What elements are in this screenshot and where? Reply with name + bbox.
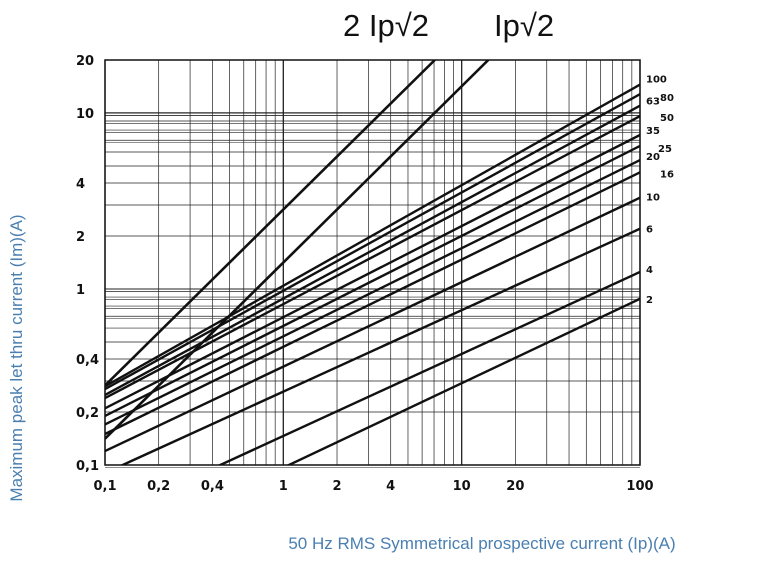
series-line-20	[105, 159, 640, 426]
y-axis-label: Maximum peak let thru current (Im)(A)	[7, 214, 26, 501]
plot-area	[105, 60, 640, 465]
reference-line-labels: 2 Ip√2 Ip√2	[343, 8, 554, 43]
x-tick-label: 100	[626, 479, 653, 494]
series-line-63	[105, 104, 640, 397]
series-label-4: 4	[646, 265, 653, 276]
series-line-6	[119, 227, 640, 465]
x-tick-label: 0,4	[201, 479, 224, 494]
series-label-20: 20	[646, 152, 660, 163]
y-tick-label: 4	[76, 177, 85, 192]
reference-line-ip-root2	[105, 60, 490, 440]
series-label-6: 6	[646, 225, 653, 236]
x-tick-label: 0,1	[93, 479, 116, 494]
series-line-2	[286, 297, 640, 465]
series-label-80: 80	[660, 93, 674, 104]
series-line-4	[217, 270, 640, 465]
series-label-63: 63	[646, 97, 660, 108]
y-tick-label: 20	[76, 54, 94, 69]
x-tick-label: 0,2	[147, 479, 170, 494]
series-line-16	[105, 171, 640, 436]
series-line-10	[105, 196, 640, 453]
x-tick-label: 2	[332, 479, 341, 494]
series-label-50: 50	[660, 113, 674, 124]
y-tick-label: 0,2	[76, 406, 99, 421]
label-2ip-root2: 2 Ip√2	[343, 8, 429, 43]
reference-line-2ip-root2	[105, 60, 436, 387]
series-line-35	[105, 133, 640, 410]
series-label-16: 16	[660, 169, 674, 180]
plot-frame	[104, 59, 641, 466]
y-tick-label: 10	[76, 107, 94, 122]
series-label-100: 100	[646, 75, 667, 86]
x-tick-label: 4	[386, 479, 395, 494]
y-tick-labels: 0,1 0,2 0,4 1 2 4 10 20	[76, 54, 99, 474]
y-tick-label: 0,4	[76, 353, 99, 368]
x-tick-label: 10	[453, 479, 471, 494]
y-tick-label: 2	[76, 230, 85, 245]
series-label-35: 35	[646, 126, 660, 137]
series-label-2: 2	[646, 295, 653, 306]
label-ip-root2: Ip√2	[494, 8, 554, 43]
series-line-25	[105, 144, 640, 418]
x-axis-label: 50 Hz RMS Symmetrical prospective curren…	[288, 534, 675, 553]
curves	[105, 60, 640, 465]
y-tick-label: 1	[76, 283, 85, 298]
series-label-25: 25	[658, 144, 672, 155]
x-tick-label: 1	[279, 479, 288, 494]
series-line-100	[105, 83, 640, 388]
series-line-80	[105, 93, 640, 391]
series-label-10: 10	[646, 193, 660, 204]
x-tick-labels: 0,1 0,2 0,4 1 2 4 10 20 100	[93, 479, 653, 494]
x-tick-label: 20	[506, 479, 524, 494]
y-tick-label: 0,1	[76, 459, 99, 474]
